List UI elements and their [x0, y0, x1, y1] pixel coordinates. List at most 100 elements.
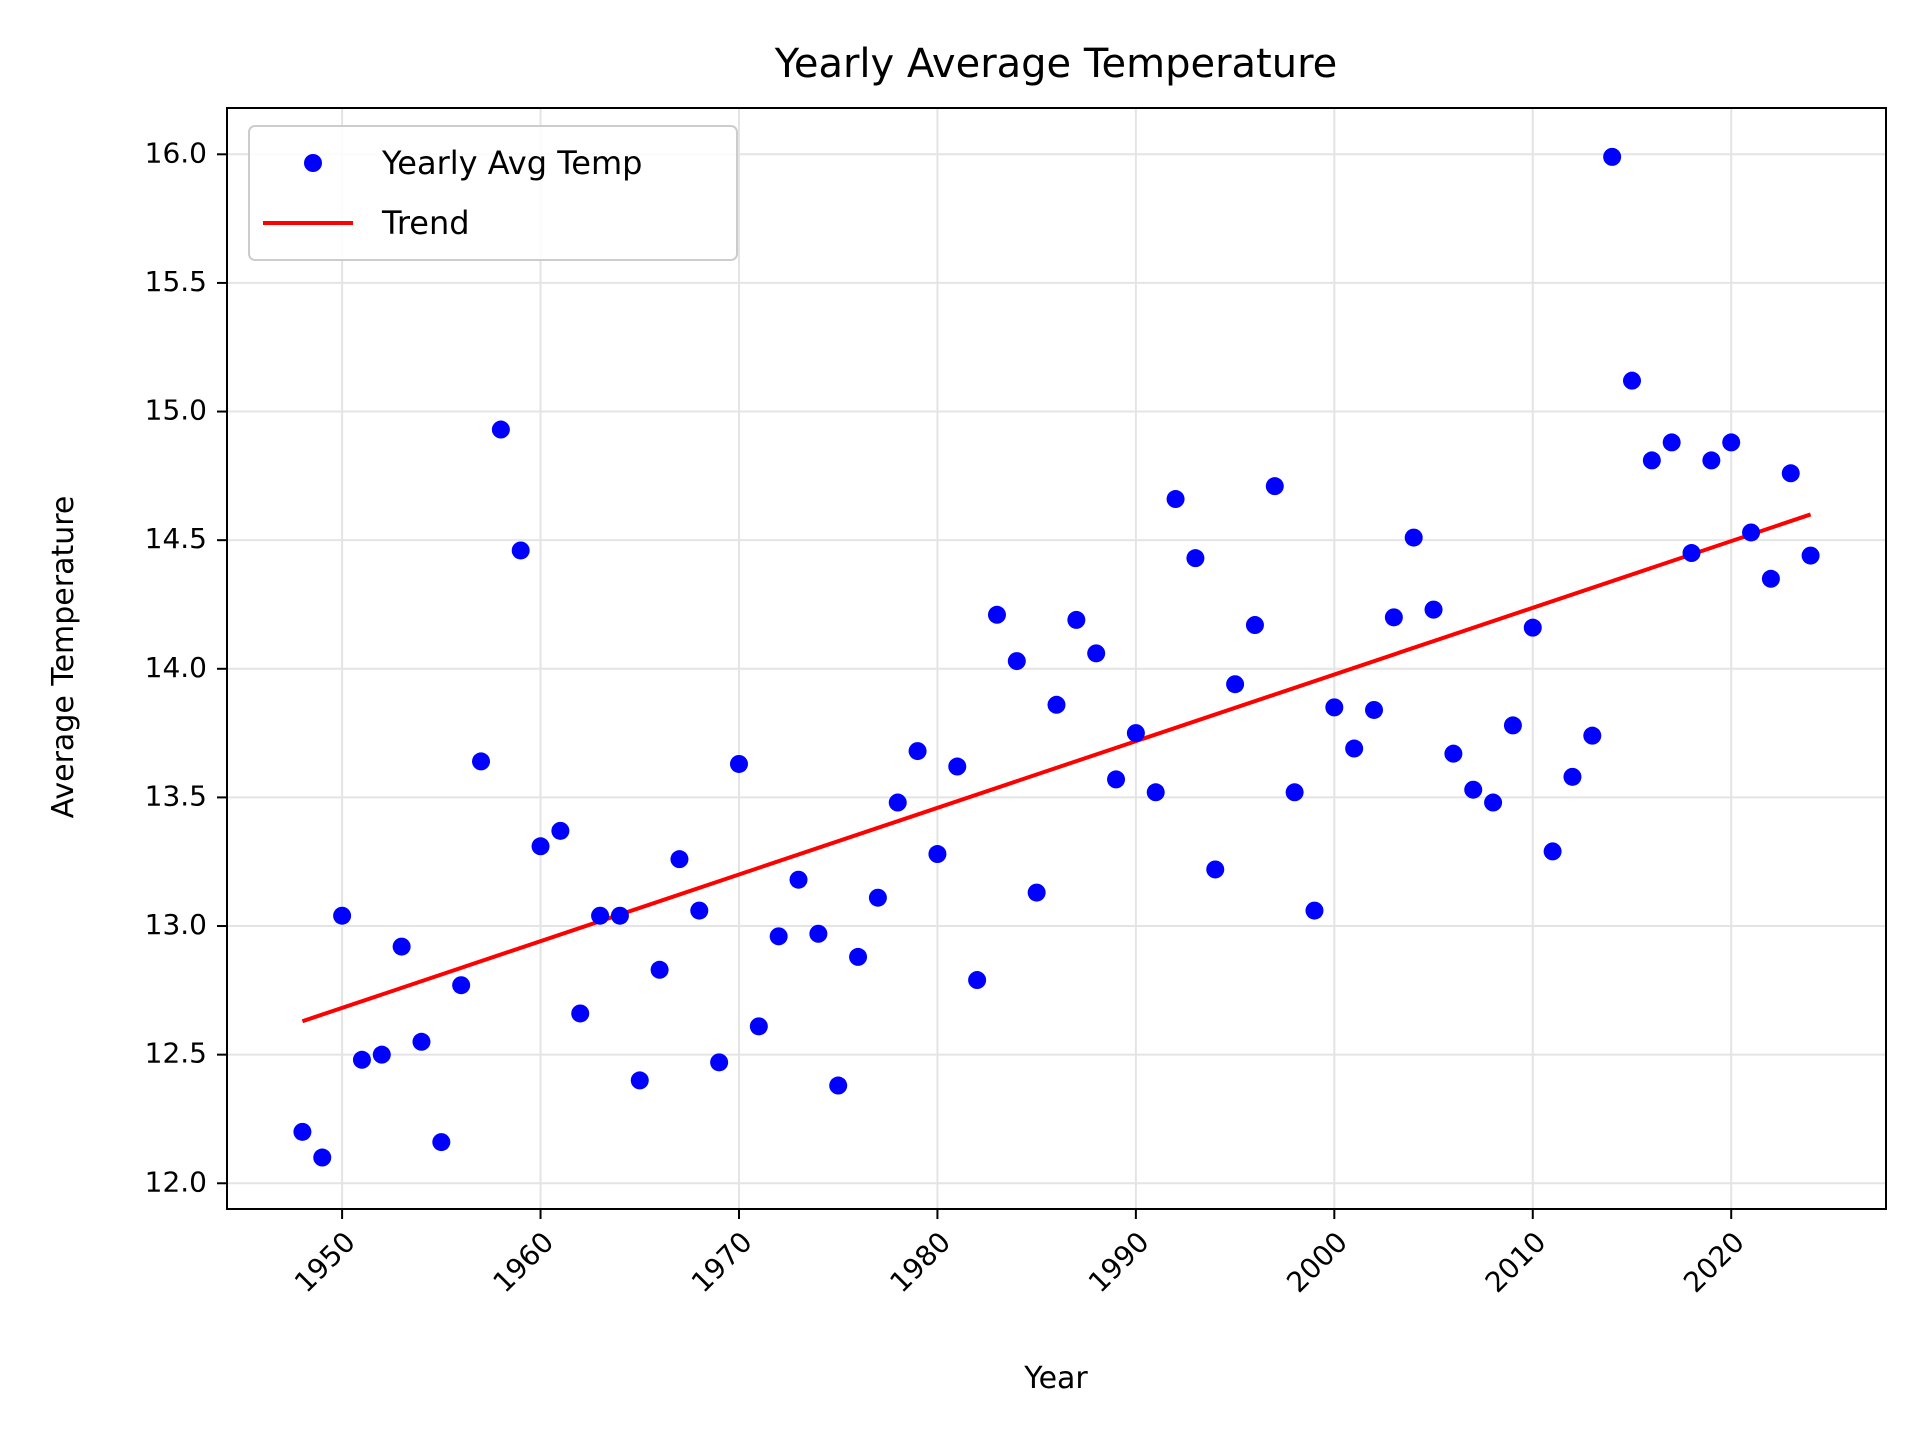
data-point [1047, 695, 1066, 714]
data-point [690, 901, 709, 920]
data-point [868, 888, 887, 907]
data-point [888, 793, 907, 812]
data-point [1107, 770, 1126, 789]
data-point [1444, 744, 1463, 763]
data-point [1761, 569, 1780, 588]
data-point [1543, 842, 1562, 861]
data-point [1781, 464, 1800, 483]
y-tick-label: 13.5 [145, 779, 207, 812]
data-point [591, 906, 610, 925]
scatter-points [293, 147, 1820, 1167]
data-point [710, 1053, 729, 1072]
data-point [749, 1017, 768, 1036]
trend-line-layer [301, 512, 1812, 1024]
plot-frame [226, 107, 1887, 1210]
data-point [610, 906, 629, 925]
y-tick-label: 12.0 [145, 1165, 207, 1198]
y-tick-label: 12.5 [145, 1037, 207, 1070]
data-point [1087, 644, 1106, 663]
data-point [372, 1045, 391, 1064]
data-point [571, 1004, 590, 1023]
data-point [472, 752, 491, 771]
data-point [968, 971, 987, 990]
legend-label-trend: Trend [381, 204, 470, 242]
chart-title: Yearly Average Temperature [774, 41, 1338, 87]
legend: Yearly Avg Temp Trend [248, 125, 738, 261]
data-point [1265, 477, 1284, 496]
y-tick-label: 14.5 [145, 522, 207, 555]
data-point [551, 821, 570, 840]
data-point [333, 906, 352, 925]
data-point [511, 541, 530, 560]
data-point [1722, 433, 1741, 452]
data-point [1801, 546, 1820, 565]
data-point [789, 870, 808, 889]
data-point [352, 1050, 371, 1069]
data-point [769, 927, 788, 946]
data-point [650, 960, 669, 979]
data-point [1662, 433, 1681, 452]
data-point [1424, 600, 1443, 619]
data-point [1027, 883, 1046, 902]
y-axis-ticks: 12.0 12.5 13.0 13.5 14.0 14.5 15.0 15.5 16.0 [145, 136, 227, 1198]
data-point [1603, 147, 1622, 166]
trend-line [301, 512, 1812, 1024]
data-point [1384, 608, 1403, 627]
data-point [1583, 726, 1602, 745]
data-point [987, 605, 1006, 624]
data-point [1186, 549, 1205, 568]
data-point [1642, 451, 1661, 470]
data-point [1126, 724, 1145, 743]
data-point [1007, 652, 1026, 671]
data-point [293, 1122, 312, 1141]
data-point [1285, 783, 1304, 802]
grid [227, 108, 1886, 1209]
legend-marker-yearly-avg-temp [304, 154, 322, 172]
data-point [1067, 610, 1086, 629]
legend-box [248, 125, 738, 261]
data-point [1404, 528, 1423, 547]
data-point [1503, 716, 1522, 735]
data-point [1325, 698, 1344, 717]
data-point [1206, 860, 1225, 879]
data-point [829, 1076, 848, 1095]
data-point [948, 757, 967, 776]
data-point [313, 1148, 332, 1167]
data-point [452, 976, 471, 995]
data-point [1742, 523, 1761, 542]
legend-label-yearly-avg-temp: Yearly Avg Temp [381, 144, 642, 182]
data-point [1702, 451, 1721, 470]
data-point [1563, 767, 1582, 786]
data-point [908, 742, 927, 761]
y-tick-label: 14.0 [145, 651, 207, 684]
data-point [1622, 371, 1641, 390]
data-point [1146, 783, 1165, 802]
data-point [491, 420, 510, 439]
data-point [412, 1032, 431, 1051]
y-tick-label: 15.0 [145, 394, 207, 427]
data-point [1464, 780, 1483, 799]
data-point [1166, 490, 1185, 509]
data-point [630, 1071, 649, 1090]
y-tick-label: 15.5 [145, 265, 207, 298]
data-point [1484, 793, 1503, 812]
data-point [1226, 675, 1245, 694]
data-point [809, 924, 828, 943]
data-point [1345, 739, 1364, 758]
data-point [1305, 901, 1324, 920]
y-tick-label: 16.0 [145, 136, 207, 169]
x-axis-title: Year [1023, 1361, 1088, 1396]
y-tick-label: 13.0 [145, 908, 207, 941]
data-point [531, 837, 550, 856]
data-point [1365, 700, 1384, 719]
data-point [392, 937, 411, 956]
data-point [1682, 544, 1701, 563]
data-point [849, 947, 868, 966]
data-point [1523, 618, 1542, 637]
y-axis-title: Average Temperature [46, 496, 81, 819]
data-point [670, 850, 689, 869]
data-point [729, 754, 748, 773]
data-point [928, 845, 947, 864]
data-point [432, 1133, 451, 1152]
